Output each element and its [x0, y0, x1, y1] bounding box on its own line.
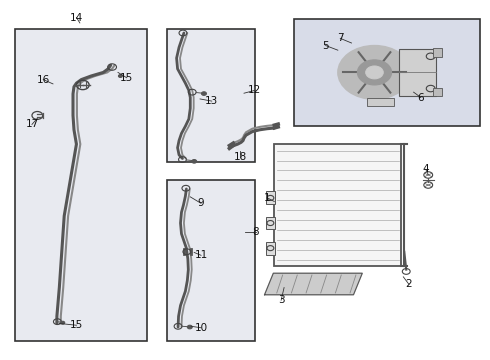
Bar [433, 48, 442, 57]
Text: 10: 10 [195, 323, 208, 333]
Bar [433, 88, 442, 96]
Circle shape [61, 321, 65, 324]
Bar [167, 180, 255, 341]
Circle shape [187, 325, 192, 329]
Bar [274, 144, 401, 266]
Text: 17: 17 [25, 120, 39, 129]
Bar [399, 49, 436, 96]
Bar [167, 30, 255, 162]
Circle shape [366, 66, 383, 79]
Text: 4: 4 [422, 164, 429, 174]
Bar [15, 30, 147, 341]
Text: 15: 15 [120, 73, 133, 83]
Text: 6: 6 [417, 93, 424, 103]
Bar [294, 19, 480, 126]
Text: 7: 7 [337, 33, 343, 43]
Circle shape [201, 92, 206, 95]
Text: 2: 2 [405, 279, 412, 289]
Text: 8: 8 [252, 227, 259, 237]
Bar [367, 98, 394, 107]
Circle shape [357, 60, 392, 85]
Polygon shape [265, 273, 362, 295]
Circle shape [192, 159, 196, 163]
Text: 13: 13 [205, 96, 219, 106]
Text: 1: 1 [264, 193, 271, 203]
Bar [266, 242, 275, 255]
Text: 9: 9 [197, 198, 204, 208]
Text: 14: 14 [70, 13, 83, 23]
Circle shape [338, 45, 411, 99]
Text: 18: 18 [234, 152, 247, 162]
Text: 16: 16 [37, 75, 50, 85]
Text: 15: 15 [70, 320, 83, 330]
Bar [266, 217, 275, 229]
Text: 3: 3 [278, 295, 285, 305]
Text: 12: 12 [248, 85, 261, 95]
Text: 5: 5 [322, 41, 329, 50]
Text: 11: 11 [195, 250, 208, 260]
Bar [266, 192, 275, 204]
Circle shape [119, 75, 122, 77]
